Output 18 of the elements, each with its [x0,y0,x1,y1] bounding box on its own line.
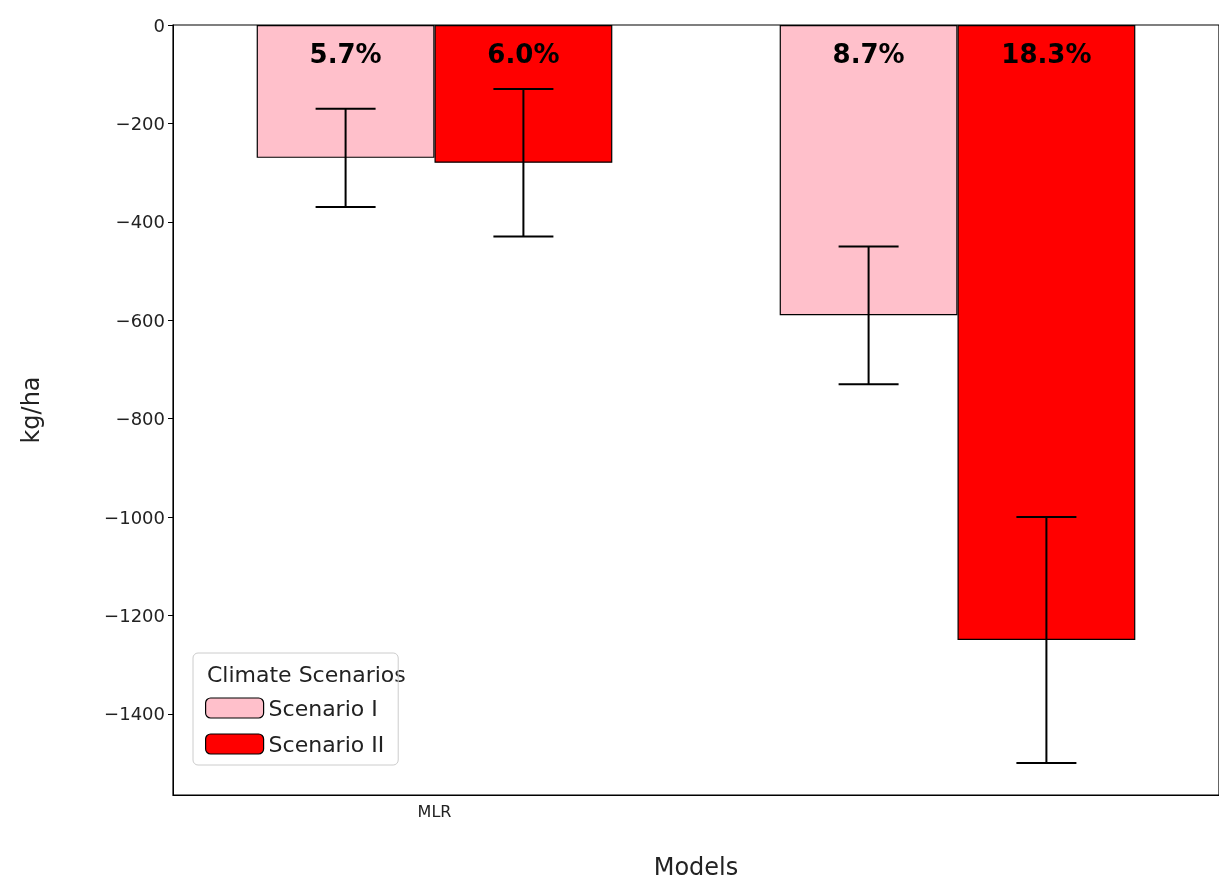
y-axis-title: kg/ha [17,376,45,444]
x-axis-title: Models [653,853,739,881]
y-tick-label: −400 [115,211,165,233]
legend-title: Climate Scenarios [207,661,406,687]
y-tick-label: −200 [115,112,165,134]
y-tick-label: −800 [115,408,165,430]
annotation: 5.7% [309,39,382,69]
annotation: 6.0% [487,39,560,69]
y-tick-label: −1400 [104,703,165,725]
legend-label: Scenario I [268,695,378,721]
annotation: 8.7% [832,39,905,69]
y-tick-label: −1200 [104,604,165,626]
x-tick-label: MLR [417,801,452,821]
y-tick-label: 0 [153,14,165,36]
y-tick-label: −600 [115,309,165,331]
legend-label: Scenario II [268,731,385,757]
y-tick-label: −1000 [104,506,165,528]
annotation: 18.3% [1001,39,1092,69]
